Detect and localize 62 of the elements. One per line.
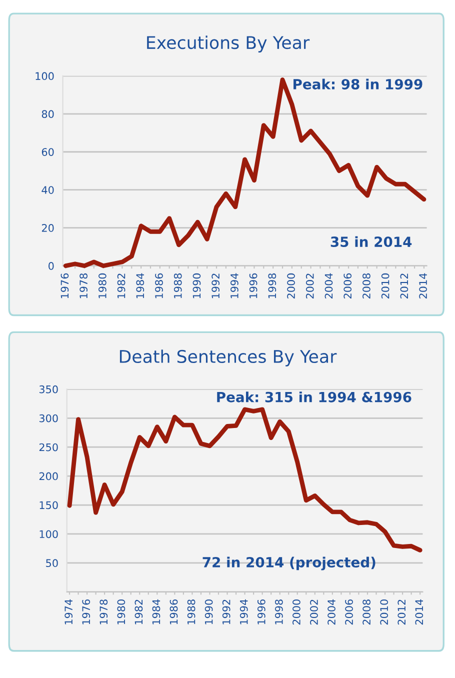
- x-tick-label: 2008: [362, 600, 371, 625]
- annotation: 72 in 2014 (projected): [202, 556, 376, 570]
- x-tick-label: 1986: [155, 273, 163, 298]
- x-tick-label: 2014: [415, 599, 424, 625]
- chart-title: Executions By Year: [147, 36, 310, 52]
- x-tick-label: 1982: [117, 274, 126, 298]
- y-tick-label: 0: [48, 262, 54, 270]
- x-tick-label: 1986: [170, 599, 178, 624]
- x-tick-label: 2006: [345, 599, 353, 625]
- x-tick-label: 2012: [398, 600, 406, 625]
- x-tick-label: 1998: [268, 273, 276, 298]
- x-tick-label: 1994: [240, 599, 248, 624]
- x-tick-label: 2012: [400, 274, 408, 298]
- x-tick-label: 1976: [82, 599, 90, 624]
- x-tick-label: 2002: [310, 600, 318, 625]
- x-tick-label: 2000: [292, 600, 300, 625]
- x-tick-label: 2014: [419, 273, 427, 298]
- annotation: Peak: 315 in 1994 &1996: [217, 392, 412, 402]
- x-tick-label: 2004: [328, 599, 336, 625]
- x-tick-label: 1978: [100, 600, 108, 624]
- y-tick-label: 100: [36, 72, 54, 80]
- x-tick-label: 1996: [257, 599, 266, 624]
- x-tick-label: 2008: [362, 273, 370, 298]
- annotation: 35 in 2014: [330, 236, 412, 248]
- x-tick-label: 1988: [187, 600, 196, 624]
- x-tick-label: 2004: [324, 273, 333, 298]
- chart-title: Death Sentences By Year: [120, 350, 337, 366]
- x-tick-label: 1990: [192, 273, 201, 298]
- x-tick-label: 1992: [222, 600, 230, 624]
- x-tick-label: 1980: [98, 273, 106, 298]
- y-tick-label: 250: [39, 443, 58, 452]
- x-tick-label: 1982: [134, 600, 143, 624]
- y-tick-label: 20: [42, 224, 54, 232]
- y-tick-label: 350: [39, 385, 58, 394]
- x-tick-label: 1974: [64, 599, 73, 624]
- x-tick-label: 1994: [230, 273, 238, 298]
- x-tick-label: 1998: [274, 600, 283, 624]
- x-tick-label: 1980: [117, 600, 126, 624]
- annotation: Peak: 98 in 1999: [294, 78, 422, 90]
- x-tick-label: 2006: [344, 273, 352, 298]
- x-tick-label: 1988: [174, 273, 182, 298]
- y-tick-label: 200: [39, 472, 58, 480]
- x-tick-label: 1996: [249, 273, 258, 298]
- x-tick-label: 1984: [152, 599, 160, 624]
- y-tick-label: 60: [42, 148, 54, 156]
- y-tick-label: 80: [42, 110, 54, 118]
- x-tick-label: 1990: [204, 600, 213, 624]
- x-tick-label: 2002: [306, 274, 314, 298]
- y-tick-label: 50: [46, 559, 58, 568]
- line-series: [63, 78, 426, 268]
- y-tick-label: 300: [39, 414, 58, 422]
- y-tick-label: 100: [40, 530, 58, 538]
- y-tick-label: 150: [40, 501, 58, 510]
- x-tick-label: 1992: [212, 274, 220, 298]
- x-tick-label: 1976: [60, 273, 69, 298]
- x-tick-label: 1984: [136, 273, 144, 298]
- line-series: [67, 407, 422, 552]
- x-tick-label: 2010: [381, 273, 390, 298]
- x-tick-label: 1978: [80, 273, 88, 298]
- x-tick-label: 2010: [380, 600, 388, 625]
- y-tick-label: 40: [42, 186, 54, 194]
- x-tick-label: 2000: [287, 273, 295, 298]
